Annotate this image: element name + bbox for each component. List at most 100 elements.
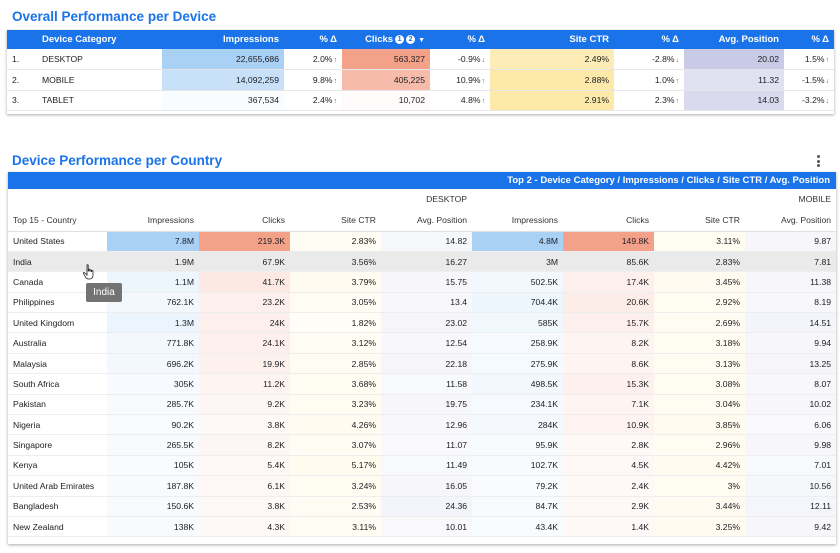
row-index: 2. <box>7 69 37 91</box>
mobile-pos-cell: 9.98 <box>745 434 837 456</box>
header-avg-position[interactable]: Avg. Position <box>684 30 784 49</box>
header-index <box>7 30 37 49</box>
impressions-cell: 367,534 <box>162 90 284 111</box>
header-desktop-clicks[interactable]: Clicks <box>199 209 290 232</box>
desktop-impr-cell: 762.1K <box>107 292 199 314</box>
arrow-up-icon: ↑ <box>481 77 486 85</box>
table-row[interactable]: 1. DESKTOP 22,655,686 2.0%↑ 563,327 -0.9%↓ 2.4… <box>7 49 834 70</box>
help-icon[interactable]: 2 <box>406 35 416 44</box>
table-row[interactable]: India 1.9M 67.9K 3.56% 16.27 3M 85.6K 2.83% 7.81 <box>8 251 837 273</box>
desktop-clicks-cell: 4.3K <box>199 516 290 538</box>
header-clicks-delta[interactable]: % Δ <box>430 30 490 49</box>
arrow-up-icon: ↑ <box>675 98 680 106</box>
table-row[interactable]: New Zealand 138K 4.3K 3.11% 10.01 43.4K 1.4K 3.… <box>8 516 837 538</box>
desktop-pos-cell: 12.96 <box>381 414 473 436</box>
header-site-ctr[interactable]: Site CTR <box>490 30 614 49</box>
mobile-clicks-cell: 149.8K <box>563 231 655 252</box>
mobile-pos-cell: 10.56 <box>745 475 837 497</box>
desktop-clicks-cell: 6.1K <box>199 475 290 497</box>
header-clicks[interactable]: Clicks 1 2 ▼ <box>342 30 430 49</box>
table-row[interactable]: Philippines 762.1K 23.2K 3.05% 13.4 704.4K 20.… <box>8 292 837 314</box>
row-tooltip: India <box>86 283 122 302</box>
arrow-up-icon: ↑ <box>481 98 486 106</box>
header-desktop-impressions[interactable]: Impressions <box>107 209 199 232</box>
table-row[interactable]: Canada 1.1M 41.7K 3.79% 15.75 502.5K 17.4K 3.45… <box>8 271 837 293</box>
delta-value: -2.8% <box>652 54 675 64</box>
mobile-ctr-cell: 3.04% <box>654 394 746 416</box>
delta-value: 10.9% <box>456 74 481 85</box>
table-row[interactable]: 3. TABLET 367,534 2.4%↑ 10,702 4.8%↑ 2.91% 2.3%… <box>7 90 834 111</box>
desktop-ctr-cell: 2.53% <box>290 496 381 517</box>
header-mobile-impressions[interactable]: Impressions <box>472 209 564 232</box>
table-row[interactable]: Singapore 265.5K 8.2K 3.07% 11.07 95.9K 2.8K 2.… <box>8 434 837 456</box>
desktop-pos-cell: 22.18 <box>381 353 473 375</box>
delta-value: -1.5% <box>802 74 825 85</box>
table-row[interactable]: United Arab Emirates 187.8K 6.1K 3.24% 16.05… <box>8 475 837 497</box>
mobile-impr-cell: 102.7K <box>472 455 564 477</box>
header-clicks-label: Clicks <box>365 34 394 45</box>
table-row[interactable]: Nigeria 90.2K 3.8K 4.26% 12.96 284K 10.9K 3.85%… <box>8 414 837 436</box>
header-desktop-position[interactable]: Avg. Position <box>381 209 473 232</box>
desktop-impr-cell: 696.2K <box>107 353 199 375</box>
delta-cell: 10.9%↑ <box>430 69 490 91</box>
overall-device-table: Device Category Impressions % Δ Clicks 1 2… <box>7 30 834 111</box>
mobile-impr-cell: 3M <box>472 251 564 273</box>
header-ctr-delta[interactable]: % Δ <box>614 30 684 49</box>
table-row[interactable]: South Africa 305K 11.2K 3.68% 11.58 498.5K 15.… <box>8 373 837 395</box>
header-mobile-ctr[interactable]: Site CTR <box>654 209 746 232</box>
device-category-cell: MOBILE <box>37 69 162 91</box>
table-row[interactable]: 2. MOBILE 14,092,259 9.8%↑ 405,225 10.9%↑ 2.88… <box>7 69 834 91</box>
delta-cell: -3.2%↓ <box>784 90 834 111</box>
header-country[interactable]: Top 15 - Country <box>8 209 107 232</box>
mobile-clicks-cell: 17.4K <box>563 271 655 293</box>
mobile-ctr-cell: 2.69% <box>654 312 746 334</box>
arrow-up-icon: ↑ <box>333 77 338 85</box>
desktop-pos-cell: 24.36 <box>381 496 473 517</box>
arrow-up-icon: ↑ <box>675 77 680 85</box>
mobile-ctr-cell: 3.45% <box>654 271 746 293</box>
table-row[interactable]: Australia 771.8K 24.1K 3.12% 12.54 258.9K 8.2K… <box>8 332 837 354</box>
mobile-clicks-cell: 8.6K <box>563 353 655 375</box>
group-desktop-label: DESKTOP <box>426 194 468 204</box>
column-header-row: Top 15 - Country Impressions Clicks Site… <box>8 209 837 232</box>
header-position-delta[interactable]: % Δ <box>784 30 834 49</box>
mobile-impr-cell: 258.9K <box>472 332 564 354</box>
sort-desc-icon[interactable]: ▼ <box>418 37 425 44</box>
country-cell: United Arab Emirates <box>8 475 107 497</box>
country-cell: India <box>8 251 107 273</box>
more-vert-icon[interactable] <box>815 155 821 169</box>
mobile-clicks-cell: 8.2K <box>563 332 655 354</box>
header-impressions[interactable]: Impressions <box>162 30 284 49</box>
mobile-impr-cell: 84.7K <box>472 496 564 517</box>
desktop-pos-cell: 11.07 <box>381 434 473 456</box>
delta-value: 2.3% <box>654 95 675 106</box>
table-row[interactable]: Pakistan 285.7K 9.2K 3.23% 19.75 234.1K 7.1K 3.… <box>8 394 837 416</box>
mobile-pos-cell: 8.19 <box>745 292 837 314</box>
header-mobile-position[interactable]: Avg. Position <box>745 209 837 232</box>
desktop-ctr-cell: 3.05% <box>290 292 381 314</box>
mobile-pos-cell: 7.81 <box>745 251 837 273</box>
mobile-clicks-cell: 2.4K <box>563 475 655 497</box>
table-row[interactable]: United States 7.8M 219.3K 2.83% 14.82 4.8M 149… <box>8 231 837 252</box>
header-device-category[interactable]: Device Category <box>37 30 162 49</box>
country-cell: Philippines <box>8 292 107 314</box>
table-row[interactable]: Kenya 105K 5.4K 5.17% 11.49 102.7K 4.5K 4.42% 7.… <box>8 455 837 477</box>
hand-pointer-icon <box>82 264 94 280</box>
desktop-pos-cell: 12.54 <box>381 332 473 354</box>
arrow-down-icon: ↓ <box>825 77 830 85</box>
group-header-row: DESKTOP MOBILE <box>8 189 836 209</box>
header-desktop-ctr[interactable]: Site CTR <box>290 209 381 232</box>
table-row[interactable]: Bangladesh 150.6K 3.8K 2.53% 24.36 84.7K 2.9K 3… <box>8 496 837 517</box>
site-ctr-cell: 2.91% <box>490 90 614 111</box>
delta-value: -0.9% <box>458 54 481 64</box>
overall-header-row: Device Category Impressions % Δ Clicks 1 2… <box>7 30 834 49</box>
help-icon[interactable]: 1 <box>395 35 405 44</box>
desktop-clicks-cell: 8.2K <box>199 434 290 456</box>
arrow-up-icon: ↑ <box>333 98 338 106</box>
header-mobile-clicks[interactable]: Clicks <box>563 209 655 232</box>
header-impressions-delta[interactable]: % Δ <box>284 30 342 49</box>
mobile-impr-cell: 704.4K <box>472 292 564 314</box>
table-row[interactable]: Malaysia 696.2K 19.9K 2.85% 22.18 275.9K 8.6K 3… <box>8 353 837 375</box>
table-row[interactable]: United Kingdom 1.3M 24K 1.82% 23.02 585K 15.7K… <box>8 312 837 334</box>
desktop-pos-cell: 19.75 <box>381 394 473 416</box>
